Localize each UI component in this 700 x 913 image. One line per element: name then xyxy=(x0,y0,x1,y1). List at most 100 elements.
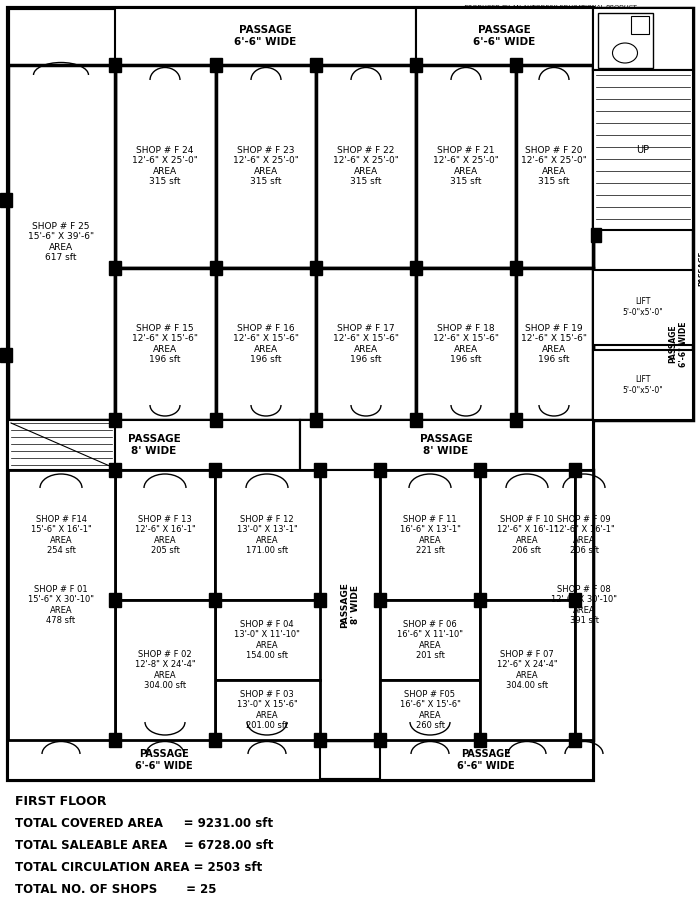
Text: SHOP # F 02
12'-8" X 24'-4"
AREA
304.00 sft: SHOP # F 02 12'-8" X 24'-4" AREA 304.00 … xyxy=(134,650,195,690)
Text: SHOP # F 15
12'-6" X 15'-6"
AREA
196 sft: SHOP # F 15 12'-6" X 15'-6" AREA 196 sft xyxy=(132,324,198,364)
Bar xyxy=(300,420,593,470)
Text: PASSAGE
6'-6" WIDE: PASSAGE 6'-6" WIDE xyxy=(135,750,192,771)
Text: TOTAL CIRCULATION AREA = 2503 sft: TOTAL CIRCULATION AREA = 2503 sft xyxy=(15,861,262,874)
Bar xyxy=(374,463,386,477)
Bar xyxy=(215,680,320,740)
Text: SHOP # F 11
16'-6" X 13'-1"
AREA
221 sft: SHOP # F 11 16'-6" X 13'-1" AREA 221 sft xyxy=(400,515,461,555)
Bar xyxy=(115,600,215,740)
Bar xyxy=(109,593,121,607)
Bar xyxy=(310,413,322,427)
Bar xyxy=(474,463,486,477)
Text: PRODUCED BY AN AUTODESK EDUCATIONAL PRODUCT: PRODUCED BY AN AUTODESK EDUCATIONAL PROD… xyxy=(463,5,636,10)
Text: SHOP # F 21
12'-6" X 25'-0"
AREA
315 sft: SHOP # F 21 12'-6" X 25'-0" AREA 315 sft xyxy=(433,146,499,186)
Bar xyxy=(380,470,480,600)
Bar xyxy=(374,593,386,607)
Bar xyxy=(631,16,649,34)
Text: UP: UP xyxy=(636,145,650,155)
Text: PASSAGE
6'-6" WIDE: PASSAGE 6'-6" WIDE xyxy=(473,26,535,47)
Text: PASSAGE
8' WIDE: PASSAGE 8' WIDE xyxy=(419,435,473,456)
Bar xyxy=(314,463,326,477)
Bar xyxy=(480,600,575,740)
Text: SHOP # F 23
12'-6" X 25'-0"
AREA
315 sft: SHOP # F 23 12'-6" X 25'-0" AREA 315 sft xyxy=(233,146,299,186)
Text: TOTAL COVERED AREA     = 9231.00 sft: TOTAL COVERED AREA = 9231.00 sft xyxy=(15,817,273,830)
Text: PASSAGE
6'-6" WIDE: PASSAGE 6'-6" WIDE xyxy=(234,26,296,47)
Text: SHOP # F 12
13'-0" X 13'-1"
AREA
171.00 sft: SHOP # F 12 13'-0" X 13'-1" AREA 171.00 … xyxy=(237,515,298,555)
Text: PASSAGE
8' WIDE: PASSAGE 8' WIDE xyxy=(340,582,360,628)
Bar xyxy=(209,593,221,607)
Text: SHOP # F 20
12'-6" X 25'-0"
AREA
315 sft: SHOP # F 20 12'-6" X 25'-0" AREA 315 sft xyxy=(521,146,587,186)
Bar xyxy=(209,733,221,747)
Text: SHOP # F 06
16'-6" X 11'-10"
AREA
201 sft: SHOP # F 06 16'-6" X 11'-10" AREA 201 sf… xyxy=(397,620,463,660)
Bar xyxy=(314,733,326,747)
Bar xyxy=(374,733,386,747)
Bar xyxy=(8,65,115,420)
Text: SHOP # F 17
12'-6" X 15'-6"
AREA
196 sft: SHOP # F 17 12'-6" X 15'-6" AREA 196 sft xyxy=(333,324,399,364)
Bar xyxy=(569,593,581,607)
Text: SHOP # F 03
13'-0" X 15'-6"
AREA
201.00 sft: SHOP # F 03 13'-0" X 15'-6" AREA 201.00 … xyxy=(237,690,298,730)
Bar xyxy=(410,58,422,72)
Text: SHOP # F 13
12'-6" X 16'-1"
AREA
205 sft: SHOP # F 13 12'-6" X 16'-1" AREA 205 sft xyxy=(134,515,195,555)
Bar xyxy=(569,463,581,477)
Bar xyxy=(109,261,121,275)
Text: LIFT
5'-0"x5'-0": LIFT 5'-0"x5'-0" xyxy=(622,298,664,317)
Bar xyxy=(215,470,320,600)
Bar xyxy=(510,413,522,427)
Bar xyxy=(575,470,593,600)
Bar xyxy=(109,733,121,747)
Bar xyxy=(593,70,693,230)
Bar xyxy=(215,600,320,680)
Text: FIRST FLOOR: FIRST FLOOR xyxy=(15,795,106,808)
Text: PASSAGE
6'-6" WIDE: PASSAGE 6'-6" WIDE xyxy=(698,247,700,289)
Bar xyxy=(109,413,121,427)
Bar xyxy=(416,8,593,65)
Text: SHOP # F14
15'-6" X 16'-1"
AREA
254 sft: SHOP # F14 15'-6" X 16'-1" AREA 254 sft xyxy=(31,515,92,555)
Text: SHOP # F 16
12'-6" X 15'-6"
AREA
196 sft: SHOP # F 16 12'-6" X 15'-6" AREA 196 sft xyxy=(233,324,299,364)
Text: TOTAL SALEABLE AREA    = 6728.00 sft: TOTAL SALEABLE AREA = 6728.00 sft xyxy=(15,839,274,852)
Bar xyxy=(8,8,593,780)
Text: SHOP # F 24
12'-6" X 25'-0"
AREA
315 sft: SHOP # F 24 12'-6" X 25'-0" AREA 315 sft xyxy=(132,146,198,186)
Text: SHOP # F 08
12'-6" X 30'-10"
AREA
391 sft: SHOP # F 08 12'-6" X 30'-10" AREA 391 sf… xyxy=(551,585,617,625)
Bar xyxy=(593,270,693,345)
Bar xyxy=(0,348,12,362)
Bar xyxy=(8,470,115,740)
Text: PASSAGE
6'-6" WIDE: PASSAGE 6'-6" WIDE xyxy=(668,321,688,367)
Bar xyxy=(8,470,320,740)
Bar xyxy=(8,740,320,780)
Text: SHOP # F 07
12'-6" X 24'-4"
AREA
304.00 sft: SHOP # F 07 12'-6" X 24'-4" AREA 304.00 … xyxy=(497,650,557,690)
Bar xyxy=(598,13,653,68)
Bar xyxy=(410,413,422,427)
Bar xyxy=(115,65,216,268)
Bar xyxy=(216,268,316,420)
Bar xyxy=(8,420,115,470)
Bar xyxy=(416,65,516,268)
Bar xyxy=(316,268,416,420)
Bar xyxy=(474,593,486,607)
Bar xyxy=(109,463,121,477)
Text: SHOP # F 10
12'-6" X 16'-1"
AREA
206 sft: SHOP # F 10 12'-6" X 16'-1" AREA 206 sft xyxy=(496,515,557,555)
Text: SHOP # F 01
15'-6" X 30'-10"
AREA
478 sft: SHOP # F 01 15'-6" X 30'-10" AREA 478 sf… xyxy=(28,585,94,625)
Bar xyxy=(380,680,480,740)
Bar xyxy=(316,65,416,268)
Bar xyxy=(310,58,322,72)
Bar xyxy=(593,8,693,70)
Bar xyxy=(593,350,693,420)
Bar xyxy=(8,470,115,600)
Bar xyxy=(216,65,316,268)
Bar xyxy=(314,593,326,607)
Text: SHOP # F 22
12'-6" X 25'-0"
AREA
315 sft: SHOP # F 22 12'-6" X 25'-0" AREA 315 sft xyxy=(333,146,399,186)
Bar xyxy=(380,740,593,780)
Text: SHOP # F 04
13'-0" X 11'-10"
AREA
154.00 sft: SHOP # F 04 13'-0" X 11'-10" AREA 154.00… xyxy=(234,620,300,660)
Text: SHOP # F 19
12'-6" X 15'-6"
AREA
196 sft: SHOP # F 19 12'-6" X 15'-6" AREA 196 sft xyxy=(521,324,587,364)
Bar xyxy=(8,420,300,470)
Bar xyxy=(210,413,222,427)
Bar xyxy=(416,268,516,420)
Bar xyxy=(474,733,486,747)
Bar xyxy=(115,268,216,420)
Bar xyxy=(480,470,575,600)
Bar xyxy=(310,261,322,275)
Bar xyxy=(209,463,221,477)
Bar xyxy=(591,228,601,242)
Text: SHOP # F 18
12'-6" X 15'-6"
AREA
196 sft: SHOP # F 18 12'-6" X 15'-6" AREA 196 sft xyxy=(433,324,499,364)
Bar xyxy=(115,470,215,600)
Text: PASSAGE
6'-6" WIDE: PASSAGE 6'-6" WIDE xyxy=(457,750,514,771)
